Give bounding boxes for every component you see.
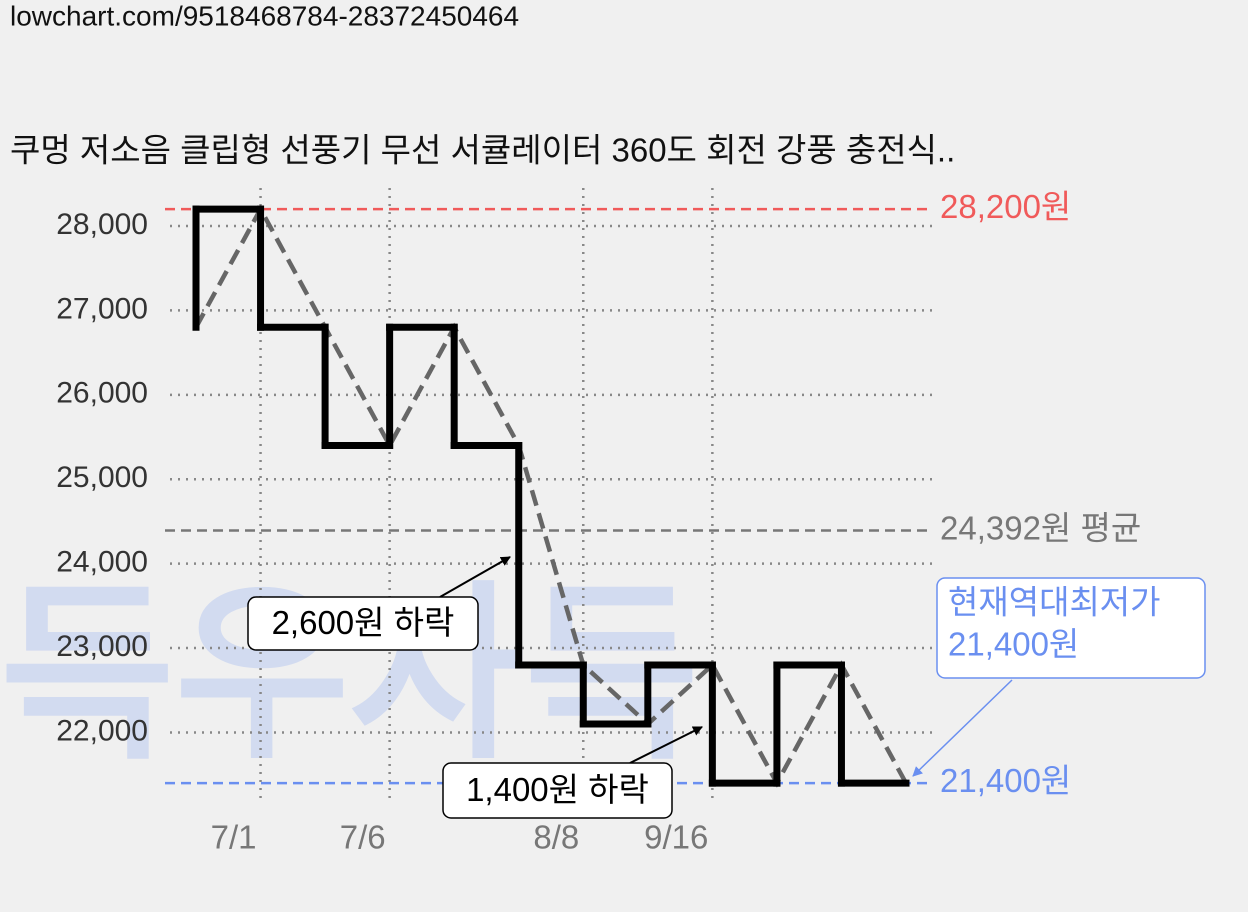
- y-tick-label: 23,000: [56, 630, 148, 663]
- chart-title: 쿠멍 저소음 클립형 선풍기 무선 서큘레이터 360도 회전 강풍 충전식..: [10, 132, 955, 169]
- callout-text: 21,400원: [948, 626, 1079, 663]
- callout-box: [936, 577, 1206, 679]
- x-tick-label: 7/1: [211, 819, 257, 856]
- callout-text: 현재역대최저가: [948, 584, 1161, 621]
- annotation-arrow: [439, 556, 511, 598]
- annotation-box: [442, 762, 673, 819]
- y-tick-label: 28,000: [56, 208, 148, 241]
- x-tick-label: 9/16: [644, 819, 708, 856]
- annotation-text: 1,400원 하락: [466, 771, 649, 808]
- reference-label: 21,400원: [940, 762, 1071, 799]
- y-tick-label: 26,000: [56, 377, 148, 410]
- callout-arrow: [912, 679, 1013, 777]
- trend-line: [194, 204, 908, 788]
- annotation-arrow: [629, 726, 703, 764]
- y-tick-label: 25,000: [56, 461, 148, 494]
- y-tick-label: 24,000: [56, 546, 148, 579]
- y-tick-label: 22,000: [56, 714, 148, 747]
- y-tick-label: 27,000: [56, 292, 148, 325]
- reference-label: 24,392원 평균: [940, 509, 1141, 546]
- x-tick-label: 8/8: [533, 819, 579, 856]
- reference-label: 28,200원: [940, 188, 1071, 225]
- url: lowchart.com/9518468784-28372450464: [10, 0, 519, 31]
- annotation-text: 2,600원 하락: [272, 604, 455, 641]
- x-tick-label: 7/6: [340, 819, 386, 856]
- annotation-box: [247, 596, 479, 651]
